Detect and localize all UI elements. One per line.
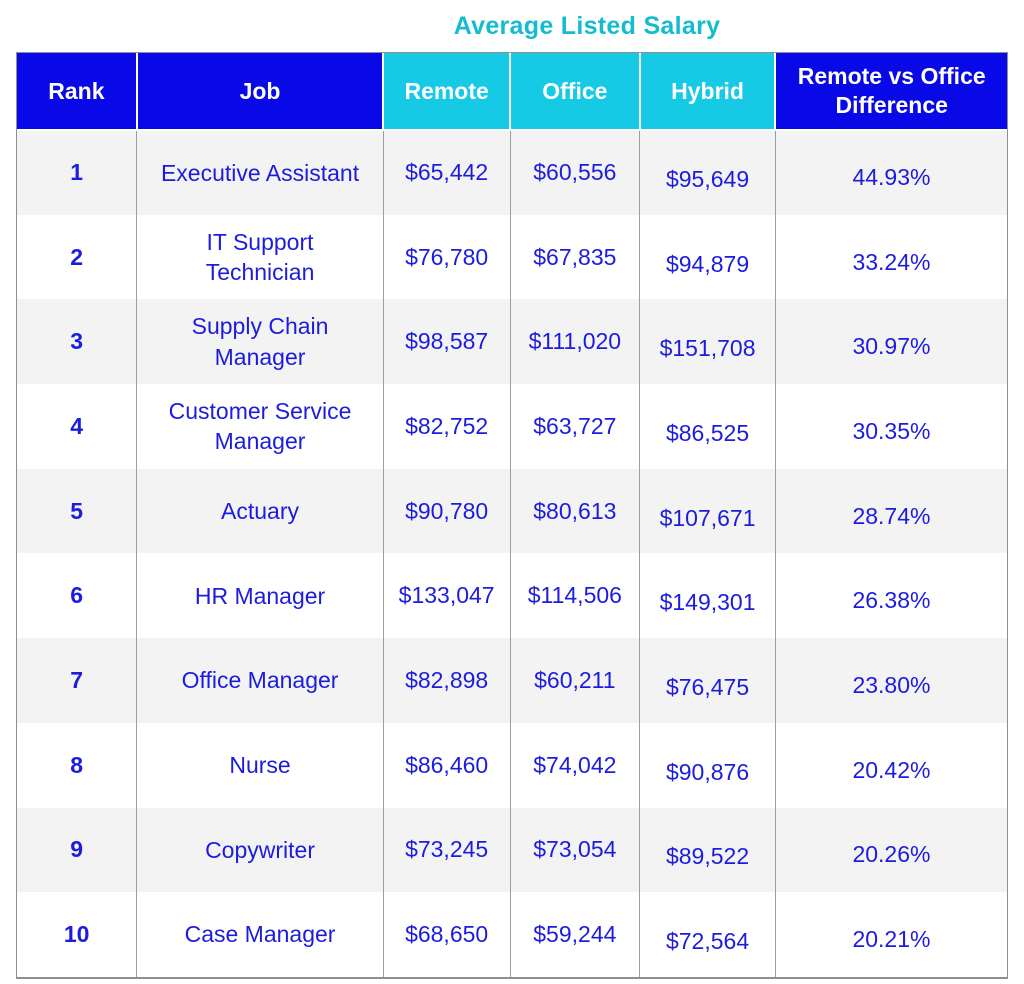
cell-difference: 30.97%: [775, 299, 1007, 385]
table-row: 6 HR Manager $133,047 $114,506 $149,301 …: [17, 553, 1007, 639]
cell-remote: $73,245: [383, 807, 511, 893]
cell-rank: 8: [17, 722, 138, 808]
table-row: 10 Case Manager $68,650 $59,244 $72,564 …: [17, 892, 1007, 977]
cell-remote: $82,752: [383, 384, 511, 469]
column-header-office: Office: [510, 53, 641, 131]
table-body: 1 Executive Assistant $65,442 $60,556 $9…: [17, 130, 1007, 977]
cell-office: $60,556: [510, 130, 641, 215]
cell-office: $60,211: [510, 638, 641, 723]
column-header-difference: Remote vs Office Difference: [775, 53, 1007, 131]
cell-difference: 20.26%: [775, 807, 1007, 893]
cell-job: Executive Assistant: [136, 130, 384, 215]
cell-job: Case Manager: [136, 892, 384, 977]
cell-office: $114,506: [510, 553, 641, 639]
cell-job: Actuary: [136, 468, 384, 554]
salary-table-container: Rank Job Remote Office Hybrid Remote vs …: [16, 52, 1008, 979]
cell-remote: $76,780: [383, 214, 511, 300]
cell-rank: 2: [17, 214, 138, 300]
cell-hybrid: $95,649: [639, 130, 776, 215]
cell-job: Supply Chain Manager: [136, 299, 384, 385]
cell-rank: 3: [17, 299, 138, 385]
cell-office: $111,020: [510, 299, 641, 385]
table-row: 2 IT Support Technician $76,780 $67,835 …: [17, 214, 1007, 300]
cell-hybrid: $90,876: [639, 722, 776, 808]
cell-rank: 9: [17, 807, 138, 893]
table-row: 5 Actuary $90,780 $80,613 $107,671 28.74…: [17, 468, 1007, 554]
cell-job: Office Manager: [136, 638, 384, 723]
table-row: 7 Office Manager $82,898 $60,211 $76,475…: [17, 638, 1007, 723]
title-bar: Average Listed Salary: [0, 0, 1024, 52]
cell-hybrid: $151,708: [639, 299, 776, 385]
cell-office: $80,613: [510, 468, 641, 554]
cell-remote: $133,047: [383, 553, 511, 639]
column-header-remote: Remote: [383, 53, 511, 131]
cell-remote: $82,898: [383, 638, 511, 723]
chart-title: Average Listed Salary: [453, 12, 721, 40]
cell-remote: $90,780: [383, 468, 511, 554]
cell-job: Customer Service Manager: [136, 384, 384, 469]
cell-rank: 1: [17, 130, 138, 215]
cell-rank: 7: [17, 638, 138, 723]
cell-office: $59,244: [510, 892, 641, 977]
cell-difference: 23.80%: [775, 638, 1007, 723]
cell-remote: $98,587: [383, 299, 511, 385]
cell-hybrid: $94,879: [639, 214, 776, 300]
cell-difference: 26.38%: [775, 553, 1007, 639]
cell-difference: 20.21%: [775, 892, 1007, 977]
cell-job: IT Support Technician: [136, 214, 384, 300]
cell-hybrid: $89,522: [639, 807, 776, 893]
cell-difference: 20.42%: [775, 722, 1007, 808]
cell-hybrid: $86,525: [639, 384, 776, 469]
cell-job: Nurse: [136, 722, 384, 808]
table-row: 3 Supply Chain Manager $98,587 $111,020 …: [17, 299, 1007, 385]
table-row: 4 Customer Service Manager $82,752 $63,7…: [17, 384, 1007, 469]
cell-hybrid: $149,301: [639, 553, 776, 639]
table-row: 9 Copywriter $73,245 $73,054 $89,522 20.…: [17, 807, 1007, 893]
cell-hybrid: $107,671: [639, 468, 776, 554]
cell-rank: 10: [17, 892, 138, 977]
cell-rank: 5: [17, 468, 138, 554]
cell-difference: 30.35%: [775, 384, 1007, 469]
column-header-hybrid: Hybrid: [639, 53, 777, 131]
cell-difference: 44.93%: [775, 130, 1007, 215]
cell-job: Copywriter: [136, 807, 384, 893]
column-header-rank: Rank: [17, 53, 138, 131]
column-header-job: Job: [136, 53, 385, 131]
cell-difference: 33.24%: [775, 214, 1007, 300]
table-header: Rank Job Remote Office Hybrid Remote vs …: [17, 53, 1007, 131]
cell-remote: $86,460: [383, 722, 511, 808]
cell-rank: 4: [17, 384, 138, 469]
cell-office: $73,054: [510, 807, 641, 893]
cell-job: HR Manager: [136, 553, 384, 639]
header-row: Rank Job Remote Office Hybrid Remote vs …: [17, 53, 1007, 131]
cell-office: $74,042: [510, 722, 641, 808]
table-row: 8 Nurse $86,460 $74,042 $90,876 20.42%: [17, 722, 1007, 808]
cell-office: $67,835: [510, 214, 641, 300]
cell-difference: 28.74%: [775, 468, 1007, 554]
cell-office: $63,727: [510, 384, 641, 469]
cell-remote: $68,650: [383, 892, 511, 977]
cell-hybrid: $76,475: [639, 638, 776, 723]
cell-hybrid: $72,564: [639, 892, 776, 977]
table-row: 1 Executive Assistant $65,442 $60,556 $9…: [17, 130, 1007, 215]
salary-table: Rank Job Remote Office Hybrid Remote vs …: [17, 53, 1007, 977]
cell-rank: 6: [17, 553, 138, 639]
cell-remote: $65,442: [383, 130, 511, 215]
